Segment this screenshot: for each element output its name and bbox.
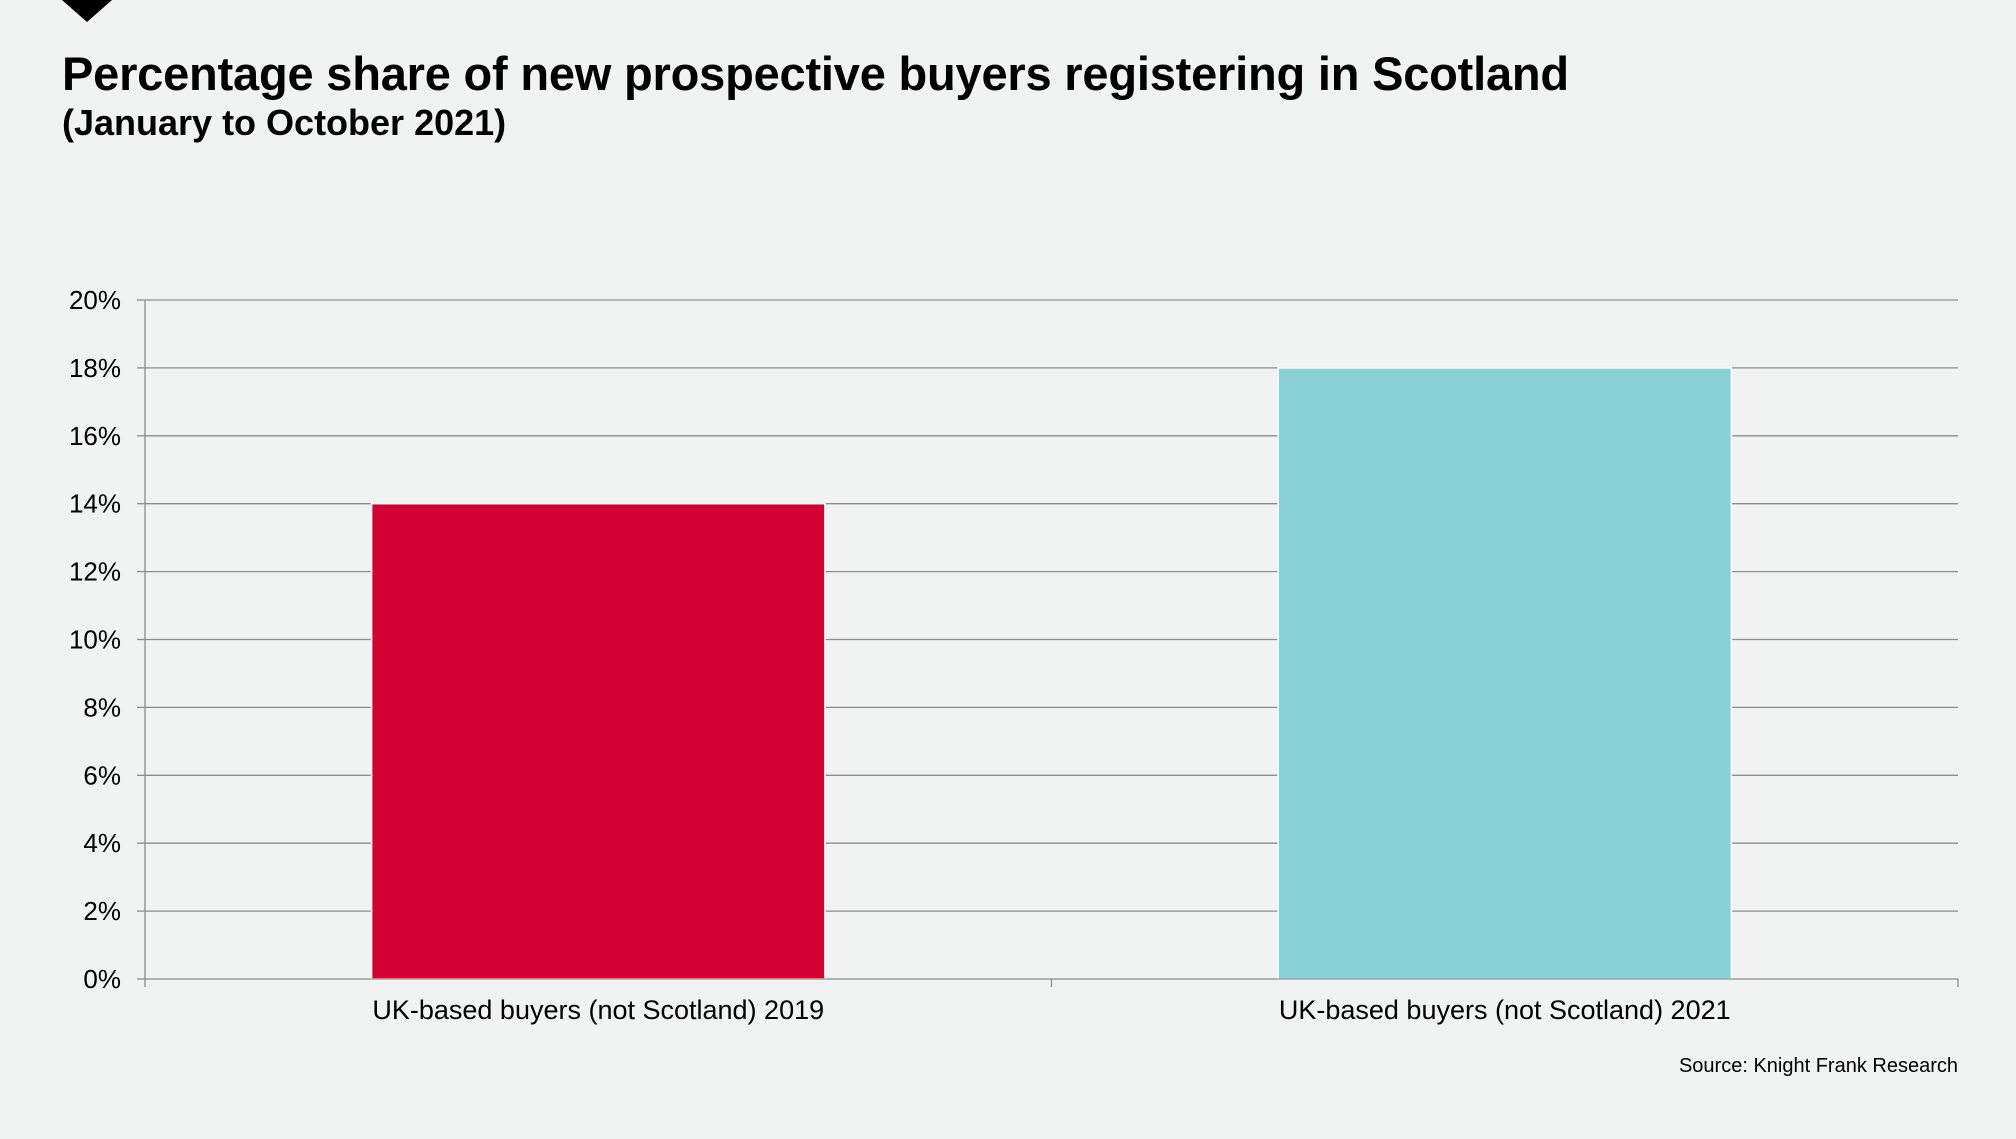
y-tick-label: 16% [69,421,121,451]
y-tick-label: 6% [83,760,121,790]
y-tick-label: 10% [69,625,121,655]
y-tick-label: 14% [69,489,121,519]
y-tick-label: 0% [83,964,121,994]
bar-1 [370,502,826,980]
source-note: Source: Knight Frank Research [1678,1055,1958,1077]
y-tick-label: 12% [69,557,121,587]
x-category-label: UK-based buyers (not Scotland) 2019 [372,995,824,1025]
bar-2 [1277,367,1733,980]
y-tick-label: 18% [69,353,121,383]
y-tick-label: 20% [69,285,121,315]
axis-labels: 0% 2% 4% 6% 8% 10% 12% 14% 16% 18% 20% UK-based buy… [69,285,1731,1025]
y-tick-label: 2% [83,896,121,926]
y-tick-label: 4% [83,828,121,858]
x-category-label: UK-based buyers (not Scotland) 2021 [1279,995,1731,1025]
axes [137,299,1959,987]
chart-subtitle: (January to October 2021) [62,102,507,143]
y-tick-label: 8% [83,692,121,722]
bars [370,367,1733,980]
chart-title: Percentage share of new prospective buye… [62,47,1569,100]
corner-marker [62,0,112,22]
